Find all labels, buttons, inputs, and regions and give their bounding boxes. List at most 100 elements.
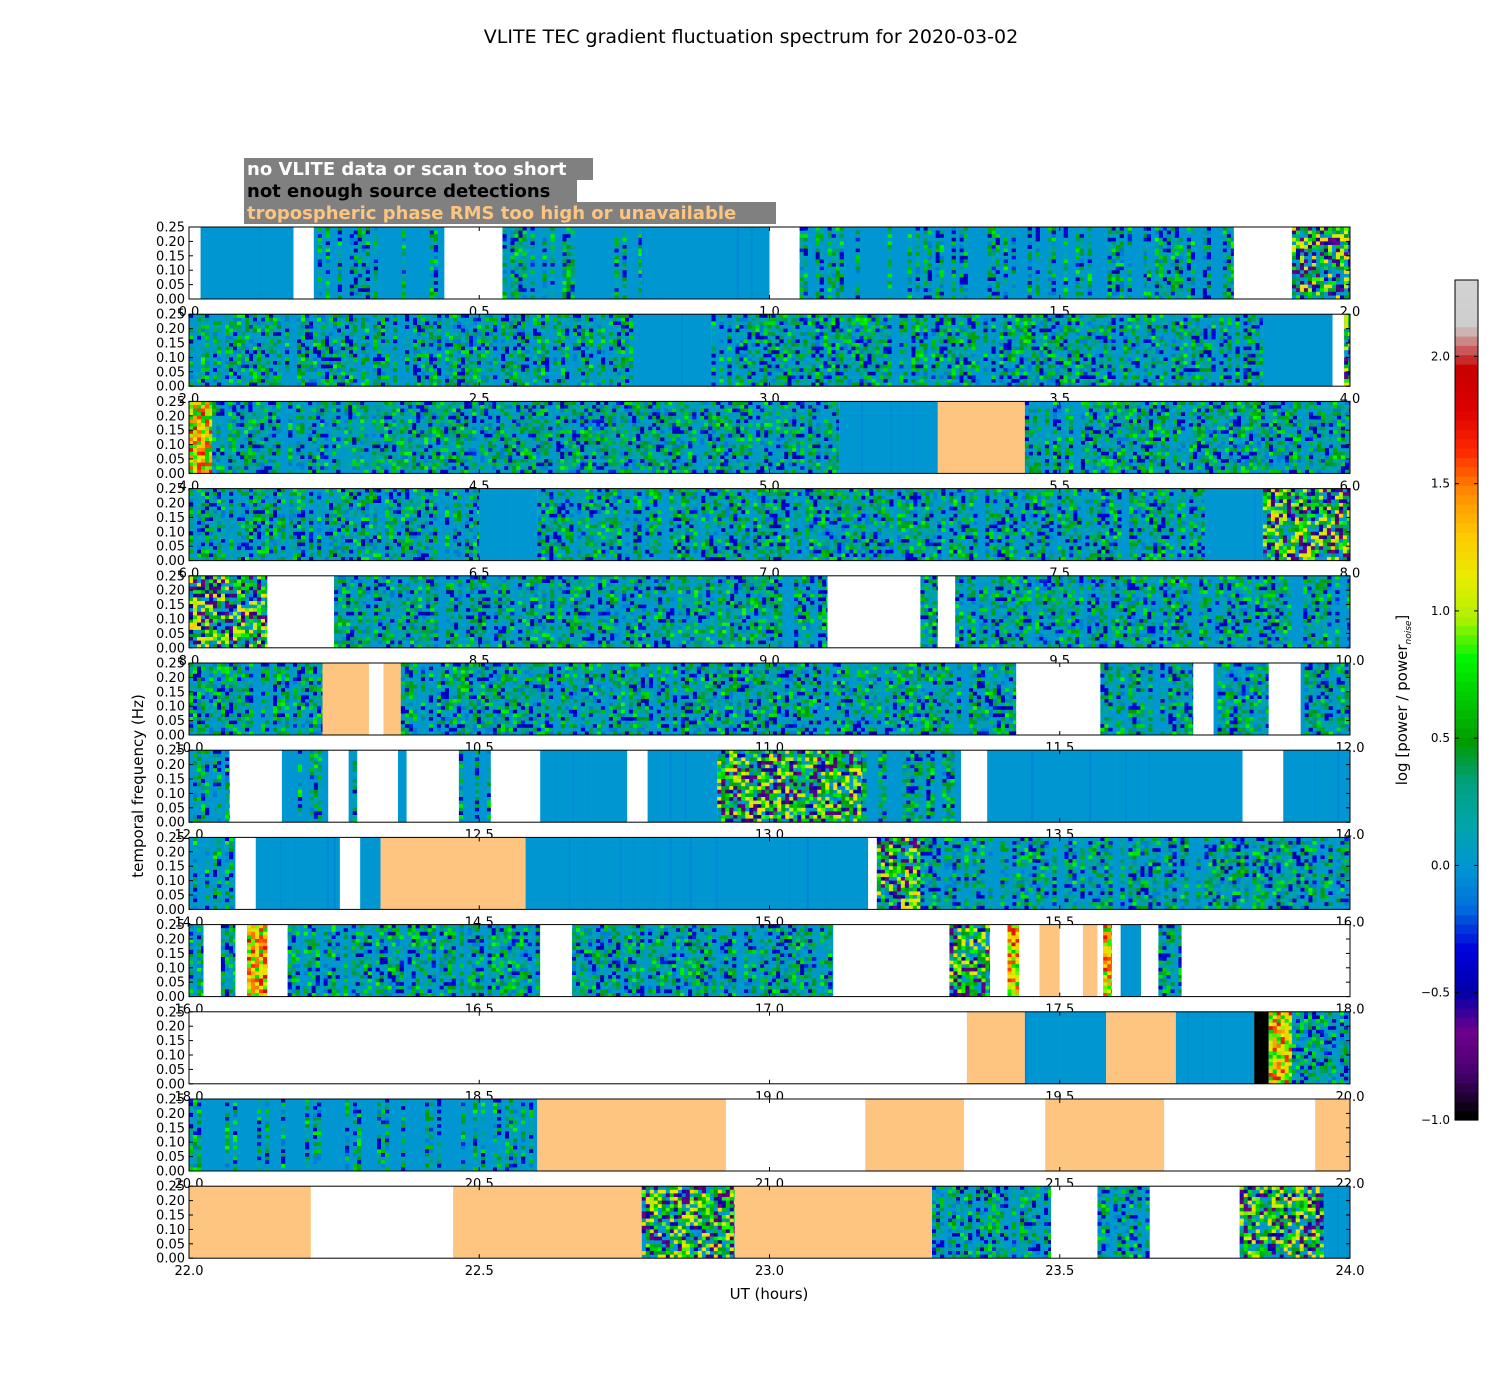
- spectrum-cell: [1163, 317, 1168, 322]
- spectrum-cell: [566, 277, 571, 282]
- spectrum-cell: [481, 346, 486, 351]
- spectrum-cell: [513, 353, 518, 358]
- spectrum-cell: [341, 343, 346, 347]
- spectrum-cell: [835, 273, 840, 278]
- spectrum-cell: [545, 328, 550, 333]
- spectrum-cell: [1087, 295, 1092, 300]
- spectrum-cell: [1147, 339, 1152, 344]
- spectrum-cell: [779, 328, 784, 333]
- spectrum-cell: [305, 357, 310, 362]
- spectrum-cell: [253, 375, 258, 380]
- spectrum-cell: [241, 357, 246, 362]
- spectrum-cell: [457, 375, 462, 380]
- spectrum-cell: [1087, 364, 1092, 369]
- spectrum-cell: [325, 335, 330, 340]
- spectrum-cell: [1190, 252, 1196, 256]
- spectrum-cell: [429, 361, 434, 365]
- spectrum-cell: [1039, 339, 1044, 344]
- spectrum-cell: [1119, 234, 1124, 238]
- spectrum-cell: [1023, 375, 1028, 380]
- spectrum-cell: [570, 284, 575, 289]
- spectrum-cell: [1111, 270, 1116, 274]
- spectrum-cell: [1174, 291, 1180, 296]
- spectrum-cell: [959, 332, 964, 336]
- spectrum-cell: [1011, 350, 1016, 354]
- spectrum-cell: [337, 350, 342, 354]
- spectrum-cell: [385, 343, 390, 347]
- spectrum-cell: [353, 317, 358, 322]
- spectrum-cell: [1171, 343, 1176, 347]
- spectrum-cell: [1206, 252, 1212, 256]
- spectrum-cell: [1299, 295, 1305, 300]
- spectrum-cell: [521, 325, 526, 329]
- spectrum-cell: [879, 364, 884, 369]
- spectrum-cell: [1051, 368, 1056, 372]
- spectrum-cell: [261, 357, 266, 362]
- spectrum-cell: [377, 382, 382, 387]
- spectrum-cell: [1146, 263, 1152, 267]
- spectrum-cell: [951, 382, 956, 387]
- spectrum-cell: [573, 371, 578, 376]
- spectrum-cell: [514, 295, 519, 300]
- spectrum-cell: [1055, 371, 1060, 376]
- spectrum-cell: [638, 281, 642, 285]
- spectrum-cell: [1179, 361, 1184, 365]
- spectrum-cell: [622, 237, 627, 242]
- spectrum-cell: [803, 332, 808, 336]
- spectrum-cell: [477, 321, 482, 326]
- spectrum-cell: [541, 368, 546, 372]
- spectrum-cell: [517, 346, 522, 351]
- spectrum-cell: [502, 277, 507, 282]
- spectrum-cell: [1063, 284, 1068, 289]
- spectrum-cell: [621, 321, 626, 326]
- spectrum-cell: [457, 379, 462, 383]
- spectrum-cell: [333, 335, 338, 340]
- spectrum-cell: [1007, 332, 1012, 336]
- spectrum-cell: [213, 325, 218, 329]
- spectrum-cell: [562, 277, 567, 282]
- spectrum-cell: [1170, 281, 1176, 285]
- spectrum-cell: [1119, 266, 1124, 271]
- spectrum-cell: [923, 277, 928, 282]
- spectrum-cell: [429, 295, 435, 300]
- spectrum-cell: [502, 234, 507, 238]
- spectrum-cell: [361, 346, 366, 351]
- spectrum-cell: [863, 361, 868, 365]
- spectrum-cell: [1335, 248, 1341, 253]
- spectrum-cell: [413, 335, 418, 340]
- spectrum-cell: [337, 325, 342, 329]
- spectrum-cell: [570, 273, 575, 278]
- spectrum-cell: [1303, 291, 1309, 296]
- spectrum-cell: [887, 259, 892, 264]
- spectrum-cell: [1107, 346, 1112, 351]
- spectrum-cell: [1339, 237, 1345, 242]
- spectrum-cell: [525, 368, 530, 372]
- spectrum-cell: [553, 325, 558, 329]
- spectrum-cell: [589, 328, 594, 333]
- spectrum-cell: [305, 375, 310, 380]
- spectrum-cell: [851, 325, 856, 329]
- spectrum-cell: [373, 273, 379, 278]
- spectrum-cell: [1178, 266, 1184, 271]
- spectrum-cell: [935, 357, 940, 362]
- spectrum-cell: [521, 335, 526, 340]
- spectrum-cell: [333, 317, 338, 322]
- spectrum-cell: [1003, 314, 1008, 318]
- spectrum-cell: [349, 288, 355, 292]
- spectrum-cell: [811, 368, 816, 372]
- spectrum-cell: [1083, 371, 1088, 376]
- spectrum-cell: [245, 346, 250, 351]
- spectrum-cell: [550, 288, 555, 292]
- spectrum-cell: [1178, 248, 1184, 253]
- spectrum-cell: [421, 361, 426, 365]
- spectrum-cell: [373, 317, 378, 322]
- spectrum-cell: [566, 237, 571, 242]
- spectrum-cell: [1291, 273, 1297, 278]
- spectrum-cell: [413, 328, 418, 333]
- spectrum-cell: [469, 364, 474, 369]
- spectrum-cell: [477, 379, 482, 383]
- spectrum-cell: [823, 314, 828, 318]
- spectrum-cell: [542, 237, 547, 242]
- spectrum-cell: [373, 382, 378, 387]
- spectrum-cell: [803, 371, 808, 376]
